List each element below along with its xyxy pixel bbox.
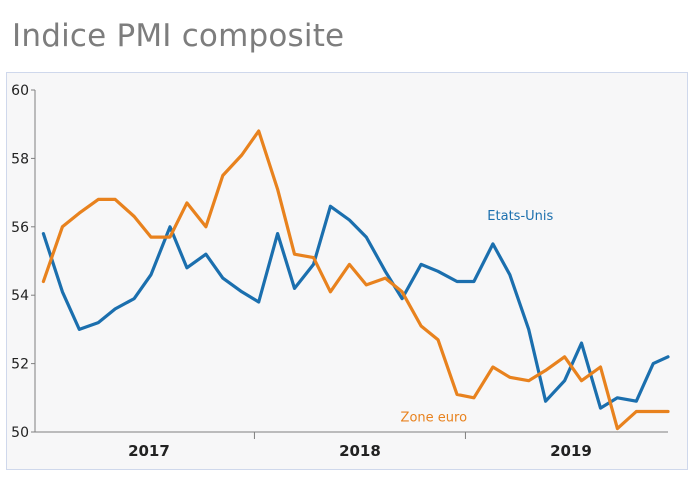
y-tick-label: 60: [11, 83, 29, 99]
series-line-zone_euro: [41, 129, 670, 431]
x-tick-label: 2019: [550, 442, 592, 460]
y-tick-label: 58: [11, 151, 29, 167]
x-tick-label: 2017: [128, 442, 170, 460]
y-tick-label: 52: [11, 357, 29, 373]
chart-panel: 50 52 54 56 58 60 2017 2018 2019 Etats-Unis Zone e…: [6, 72, 688, 470]
panel-border: [6, 72, 688, 470]
page-title: Indice PMI composite: [12, 18, 345, 54]
y-tick-label: 54: [11, 288, 29, 304]
series-line-etats_unis: [41, 204, 670, 410]
y-tick-label: 56: [11, 220, 29, 236]
series-label-etats_unis: Etats-Unis: [487, 209, 553, 224]
pmi-line-chart: 50 52 54 56 58 60 2017 2018 2019 Etats-Unis Zone e…: [6, 72, 688, 470]
x-tick-label: 2018: [339, 442, 381, 460]
series-label-zone_euro: Zone euro: [401, 411, 468, 426]
y-tick-label: 50: [11, 425, 29, 441]
